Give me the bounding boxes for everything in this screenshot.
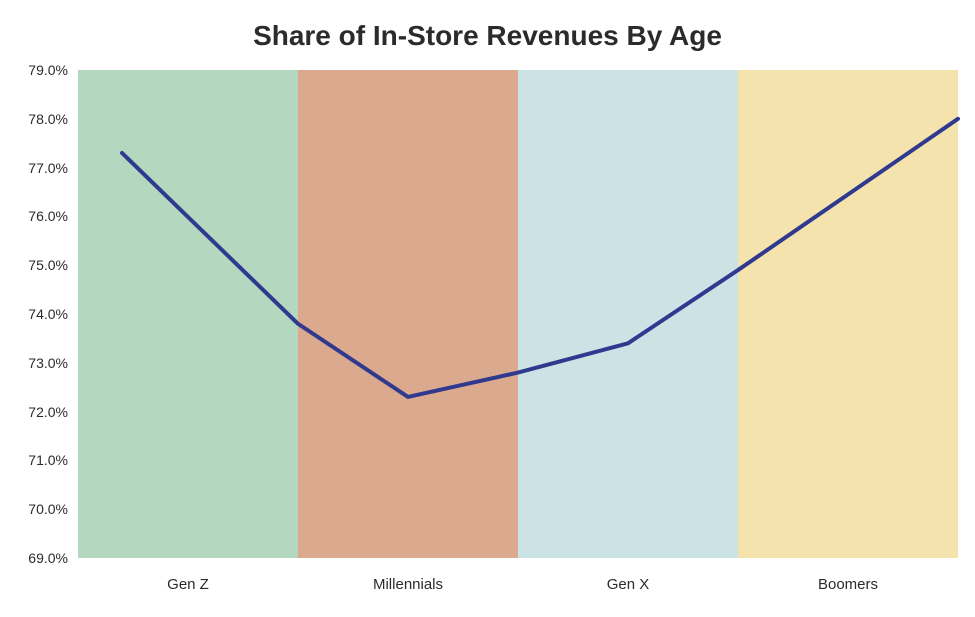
chart-title: Share of In-Store Revenues By Age: [0, 20, 975, 52]
y-tick-label: 72.0%: [28, 404, 68, 420]
y-tick-label: 69.0%: [28, 550, 68, 566]
series-line: [122, 119, 958, 397]
y-tick-label: 71.0%: [28, 452, 68, 468]
x-tick-label-gen-z: Gen Z: [167, 576, 209, 593]
x-tick-label-gen-x: Gen X: [607, 576, 650, 593]
y-tick-label: 77.0%: [28, 160, 68, 176]
y-tick-label: 70.0%: [28, 501, 68, 517]
y-tick-label: 75.0%: [28, 257, 68, 273]
y-tick-label: 76.0%: [28, 208, 68, 224]
chart-container: Share of In-Store Revenues By Age 69.0% 7…: [0, 0, 975, 617]
y-tick-label: 79.0%: [28, 62, 68, 78]
y-tick-label: 74.0%: [28, 306, 68, 322]
plot-area: [78, 70, 958, 558]
y-tick-label: 73.0%: [28, 355, 68, 371]
x-tick-label-millennials: Millennials: [373, 576, 443, 593]
y-tick-label: 78.0%: [28, 111, 68, 127]
x-tick-label-boomers: Boomers: [818, 576, 878, 593]
line-layer: [78, 70, 958, 558]
